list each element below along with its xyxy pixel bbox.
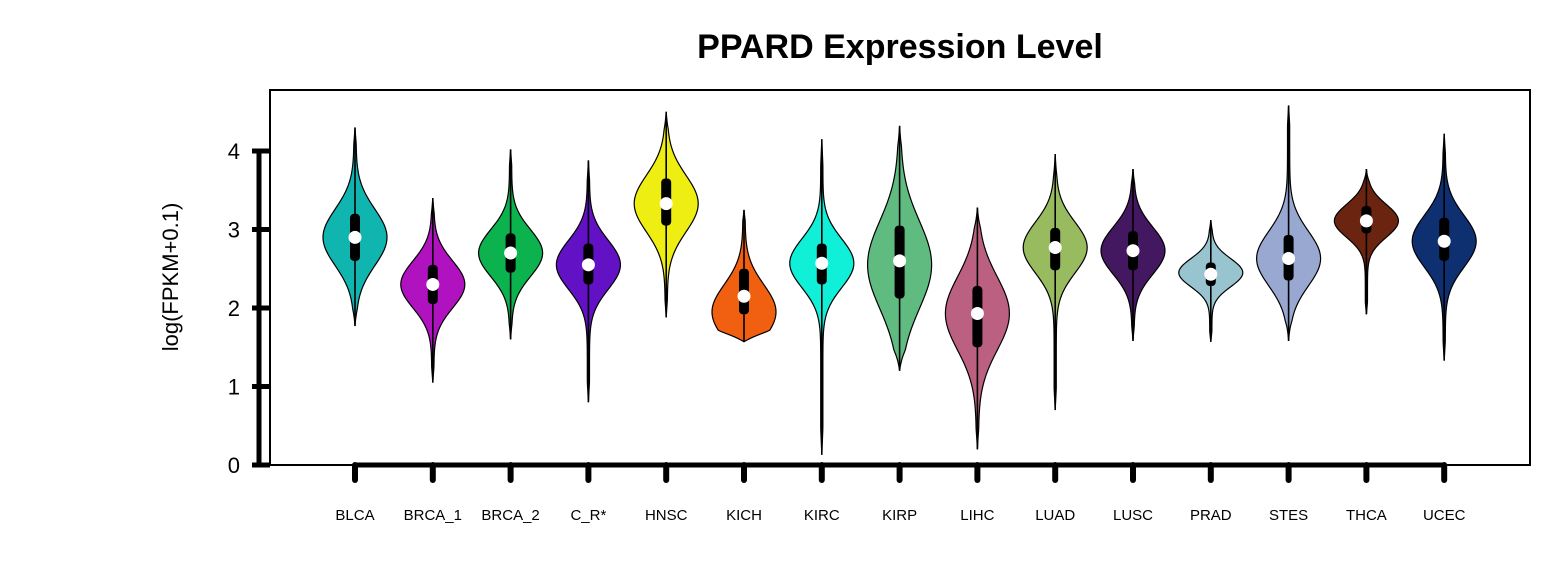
- violin-median-point: [1359, 214, 1373, 228]
- x-tick-label: HNSC: [645, 507, 688, 524]
- x-tick-label: KICH: [726, 507, 762, 524]
- x-axis: BLCA BRCA_1 BRCA_2 C_R* HNSC KICH KIRC KIRP LIHC…: [335, 462, 1466, 524]
- violin-median-point: [1126, 244, 1140, 258]
- x-tick-label: C_R*: [570, 507, 606, 524]
- x-tick-label: KIRC: [804, 507, 840, 524]
- y-tick-label: 3: [228, 218, 240, 243]
- violin-median-point: [504, 246, 518, 260]
- y-axis-label: log(FPKM+0.1): [158, 203, 183, 352]
- x-tick-label: BRCA_2: [481, 507, 539, 524]
- violin-median-point: [893, 254, 907, 268]
- y-tick-label: 2: [228, 296, 240, 321]
- x-tick-label: LUSC: [1113, 507, 1153, 524]
- y-axis: 0 1 2 3 4: [228, 139, 270, 478]
- x-tick-label: LUAD: [1035, 507, 1075, 524]
- violin-median-point: [1204, 267, 1218, 281]
- violin-median-point: [659, 197, 673, 211]
- violin-median-point: [581, 258, 595, 272]
- violin-median-point: [1437, 234, 1451, 248]
- x-tick-label: KIRP: [882, 507, 917, 524]
- violin-median-point: [970, 306, 984, 320]
- x-tick-label: BLCA: [335, 507, 374, 524]
- y-tick-label: 0: [228, 453, 240, 478]
- x-tick-label: UCEC: [1423, 507, 1466, 524]
- x-tick-label: THCA: [1346, 507, 1387, 524]
- violin-median-point: [737, 289, 751, 303]
- violin-median-point: [815, 256, 829, 270]
- y-tick-label: 1: [228, 375, 240, 400]
- x-tick-label: PRAD: [1190, 507, 1232, 524]
- x-tick-label: BRCA_1: [404, 507, 462, 524]
- chart-title: PPARD Expression Level: [697, 28, 1103, 66]
- y-tick-label: 4: [228, 139, 240, 164]
- violin-median-point: [426, 277, 440, 291]
- x-tick-label: STES: [1269, 507, 1308, 524]
- violin-median-point: [1282, 252, 1296, 266]
- violin-median-point: [348, 230, 362, 244]
- x-tick-label: LIHC: [960, 507, 994, 524]
- violins-layer: [322, 105, 1477, 455]
- violin-median-point: [1048, 241, 1062, 255]
